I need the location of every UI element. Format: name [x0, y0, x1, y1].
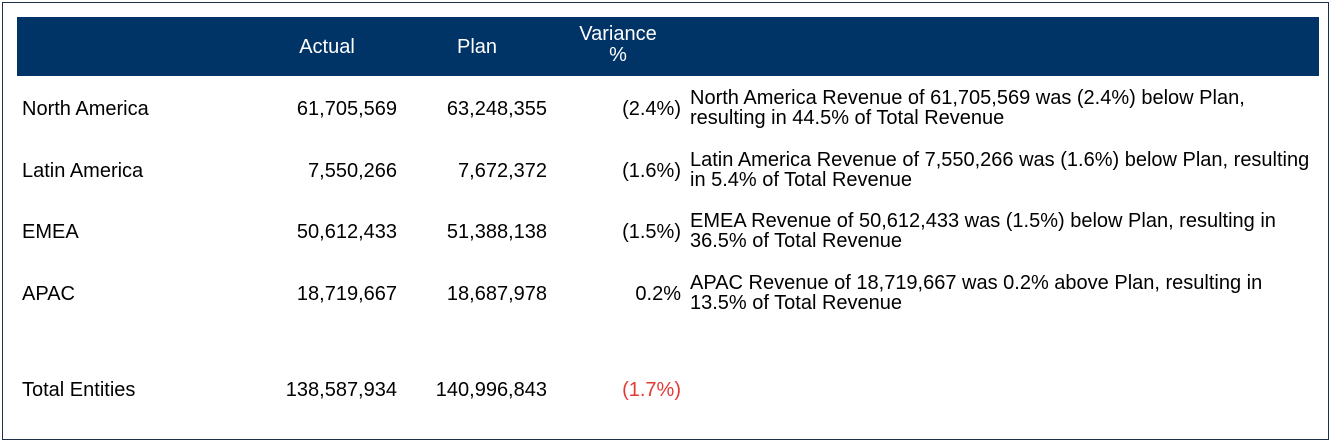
- row-actual: 18,719,667: [296, 283, 397, 305]
- row-variance: 0.2%: [635, 283, 681, 305]
- row-plan: 63,248,355: [446, 98, 547, 120]
- header-actual: Actual: [299, 36, 355, 58]
- table-row: Latin America 7,550,266 7,672,372 (1.6%)…: [0, 150, 1333, 210]
- total-name: Total Entities: [22, 379, 136, 401]
- table-row: APAC 18,719,667 18,687,978 0.2% APAC Rev…: [0, 273, 1333, 333]
- row-name: North America: [22, 98, 149, 120]
- header-plan: Plan: [456, 36, 498, 58]
- row-name: APAC: [22, 283, 75, 305]
- table-row: North America 61,705,569 63,248,355 (2.4…: [0, 88, 1333, 148]
- header-variance: Variance %: [565, 24, 671, 66]
- row-comment: EMEA Revenue of 50,612,433 was (1.5%) be…: [690, 210, 1276, 252]
- row-variance: (2.4%): [622, 98, 681, 120]
- row-variance: (1.6%): [622, 160, 681, 182]
- row-name: Latin America: [22, 160, 144, 182]
- row-comment: Latin America Revenue of 7,550,266 was (…: [690, 149, 1310, 191]
- header-variance-line2: %: [609, 44, 627, 66]
- row-actual: 7,550,266: [308, 160, 397, 182]
- row-plan: 7,672,372: [458, 160, 547, 182]
- row-variance: (1.5%): [622, 221, 681, 243]
- table-row: EMEA 50,612,433 51,388,138 (1.5%) EMEA R…: [0, 211, 1333, 271]
- row-name: EMEA: [22, 221, 79, 243]
- row-comment: APAC Revenue of 18,719,667 was 0.2% abov…: [690, 272, 1263, 314]
- total-actual: 138,587,934: [285, 379, 397, 401]
- row-plan: 18,687,978: [446, 283, 547, 305]
- row-comment: North America Revenue of 61,705,569 was …: [690, 87, 1245, 129]
- table-header: [17, 17, 1319, 76]
- row-actual: 61,705,569: [296, 98, 397, 120]
- header-variance-line1: Variance: [579, 23, 657, 45]
- row-actual: 50,612,433: [296, 221, 397, 243]
- total-variance: (1.7%): [622, 379, 681, 401]
- total-row: Total Entities 138,587,934 140,996,843 (…: [0, 369, 1333, 429]
- total-plan: 140,996,843: [435, 379, 547, 401]
- row-plan: 51,388,138: [446, 221, 547, 243]
